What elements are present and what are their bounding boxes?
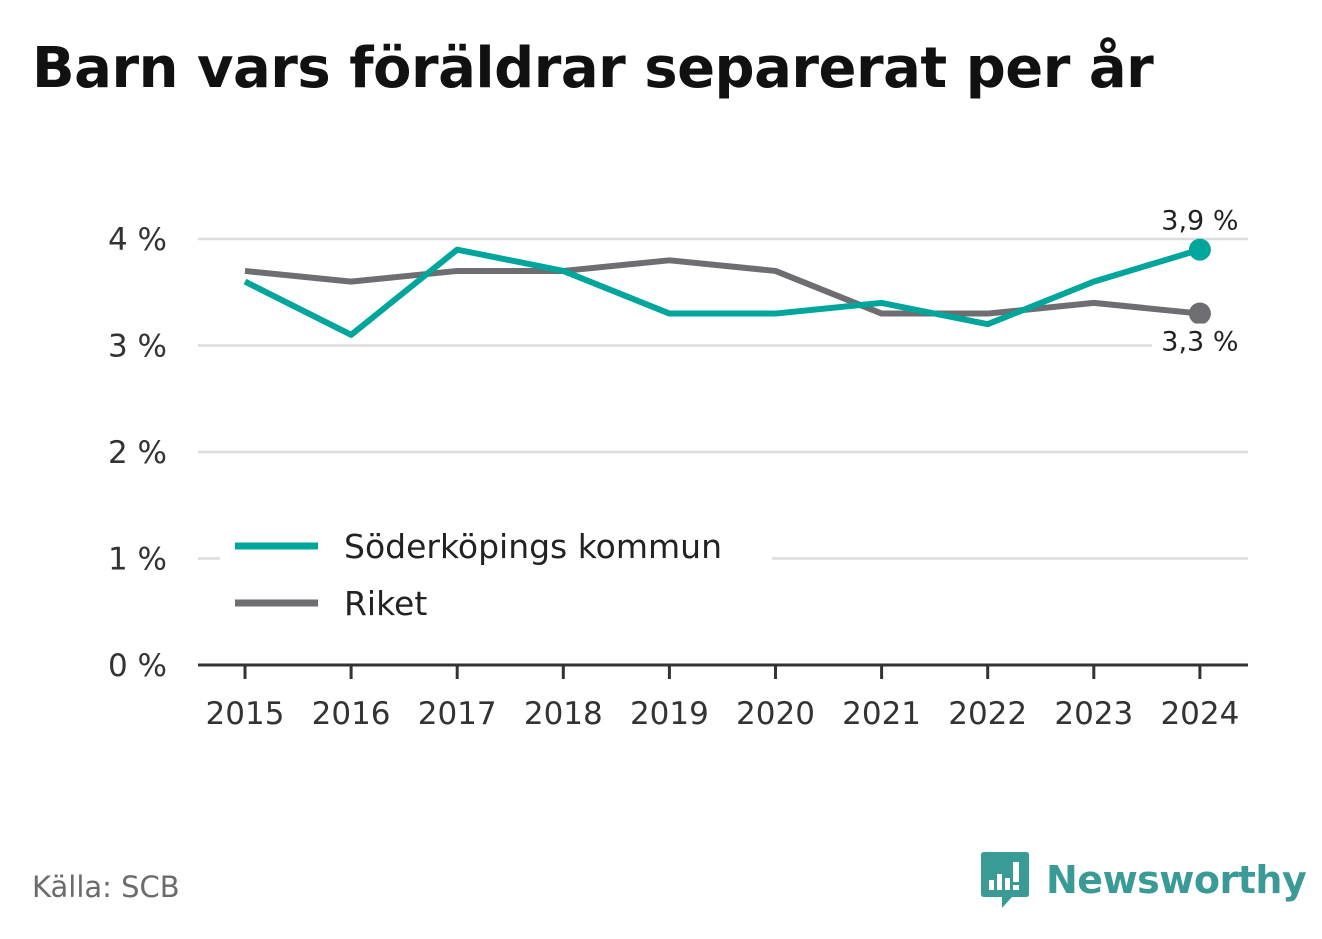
x-axis [198, 663, 1248, 679]
x-tick-label: 2023 [1054, 696, 1133, 732]
end-marker [1188, 238, 1211, 261]
x-tick-labels: 2015 2016 2017 2018 2019 2020 2021 2022 2023 2024 [206, 696, 1240, 732]
y-tick-label: 1 % [108, 542, 167, 578]
x-tick-label: 2017 [418, 696, 497, 732]
series-lines [243, 246, 1201, 338]
y-tick-label: 2 % [108, 435, 167, 471]
end-label: 3,3 % [1161, 327, 1238, 358]
brand-logo: Newsworthy [980, 850, 1307, 910]
x-tick-label: 2018 [524, 696, 603, 732]
series-line-soderkoping [243, 246, 1201, 338]
legend: Söderköpings kommun Riket [220, 520, 772, 638]
newsworthy-logo-icon [981, 852, 1029, 908]
y-axis: 0 % 1 % 2 % 3 % 4 % [108, 222, 167, 684]
y-tick-label: 0 % [108, 648, 167, 684]
gridlines [198, 237, 1248, 560]
legend-label: Söderköpings kommun [344, 527, 722, 566]
x-tick-label: 2021 [842, 696, 921, 732]
end-labels: 3,9 % 3,3 % [1151, 206, 1248, 358]
legend-label: Riket [344, 584, 427, 623]
x-tick-label: 2019 [630, 696, 709, 732]
y-tick-label: 3 % [108, 329, 167, 365]
x-tick-label: 2020 [736, 696, 815, 732]
chart-title: Barn vars föräldrar separerat per år [32, 36, 1154, 101]
source-note: Källa: SCB [32, 870, 180, 904]
x-tick-label: 2016 [312, 696, 391, 732]
series-line-riket [244, 257, 1201, 317]
end-label-background [1151, 323, 1248, 358]
legend-background [220, 520, 772, 638]
brand-name: Newsworthy [1046, 858, 1307, 902]
end-marker [1188, 302, 1211, 325]
end-label: 3,9 % [1161, 206, 1238, 237]
x-tick-label: 2015 [206, 696, 285, 732]
x-tick-label: 2024 [1160, 696, 1239, 732]
y-tick-label: 4 % [108, 222, 167, 258]
x-tick-label: 2022 [948, 696, 1027, 732]
